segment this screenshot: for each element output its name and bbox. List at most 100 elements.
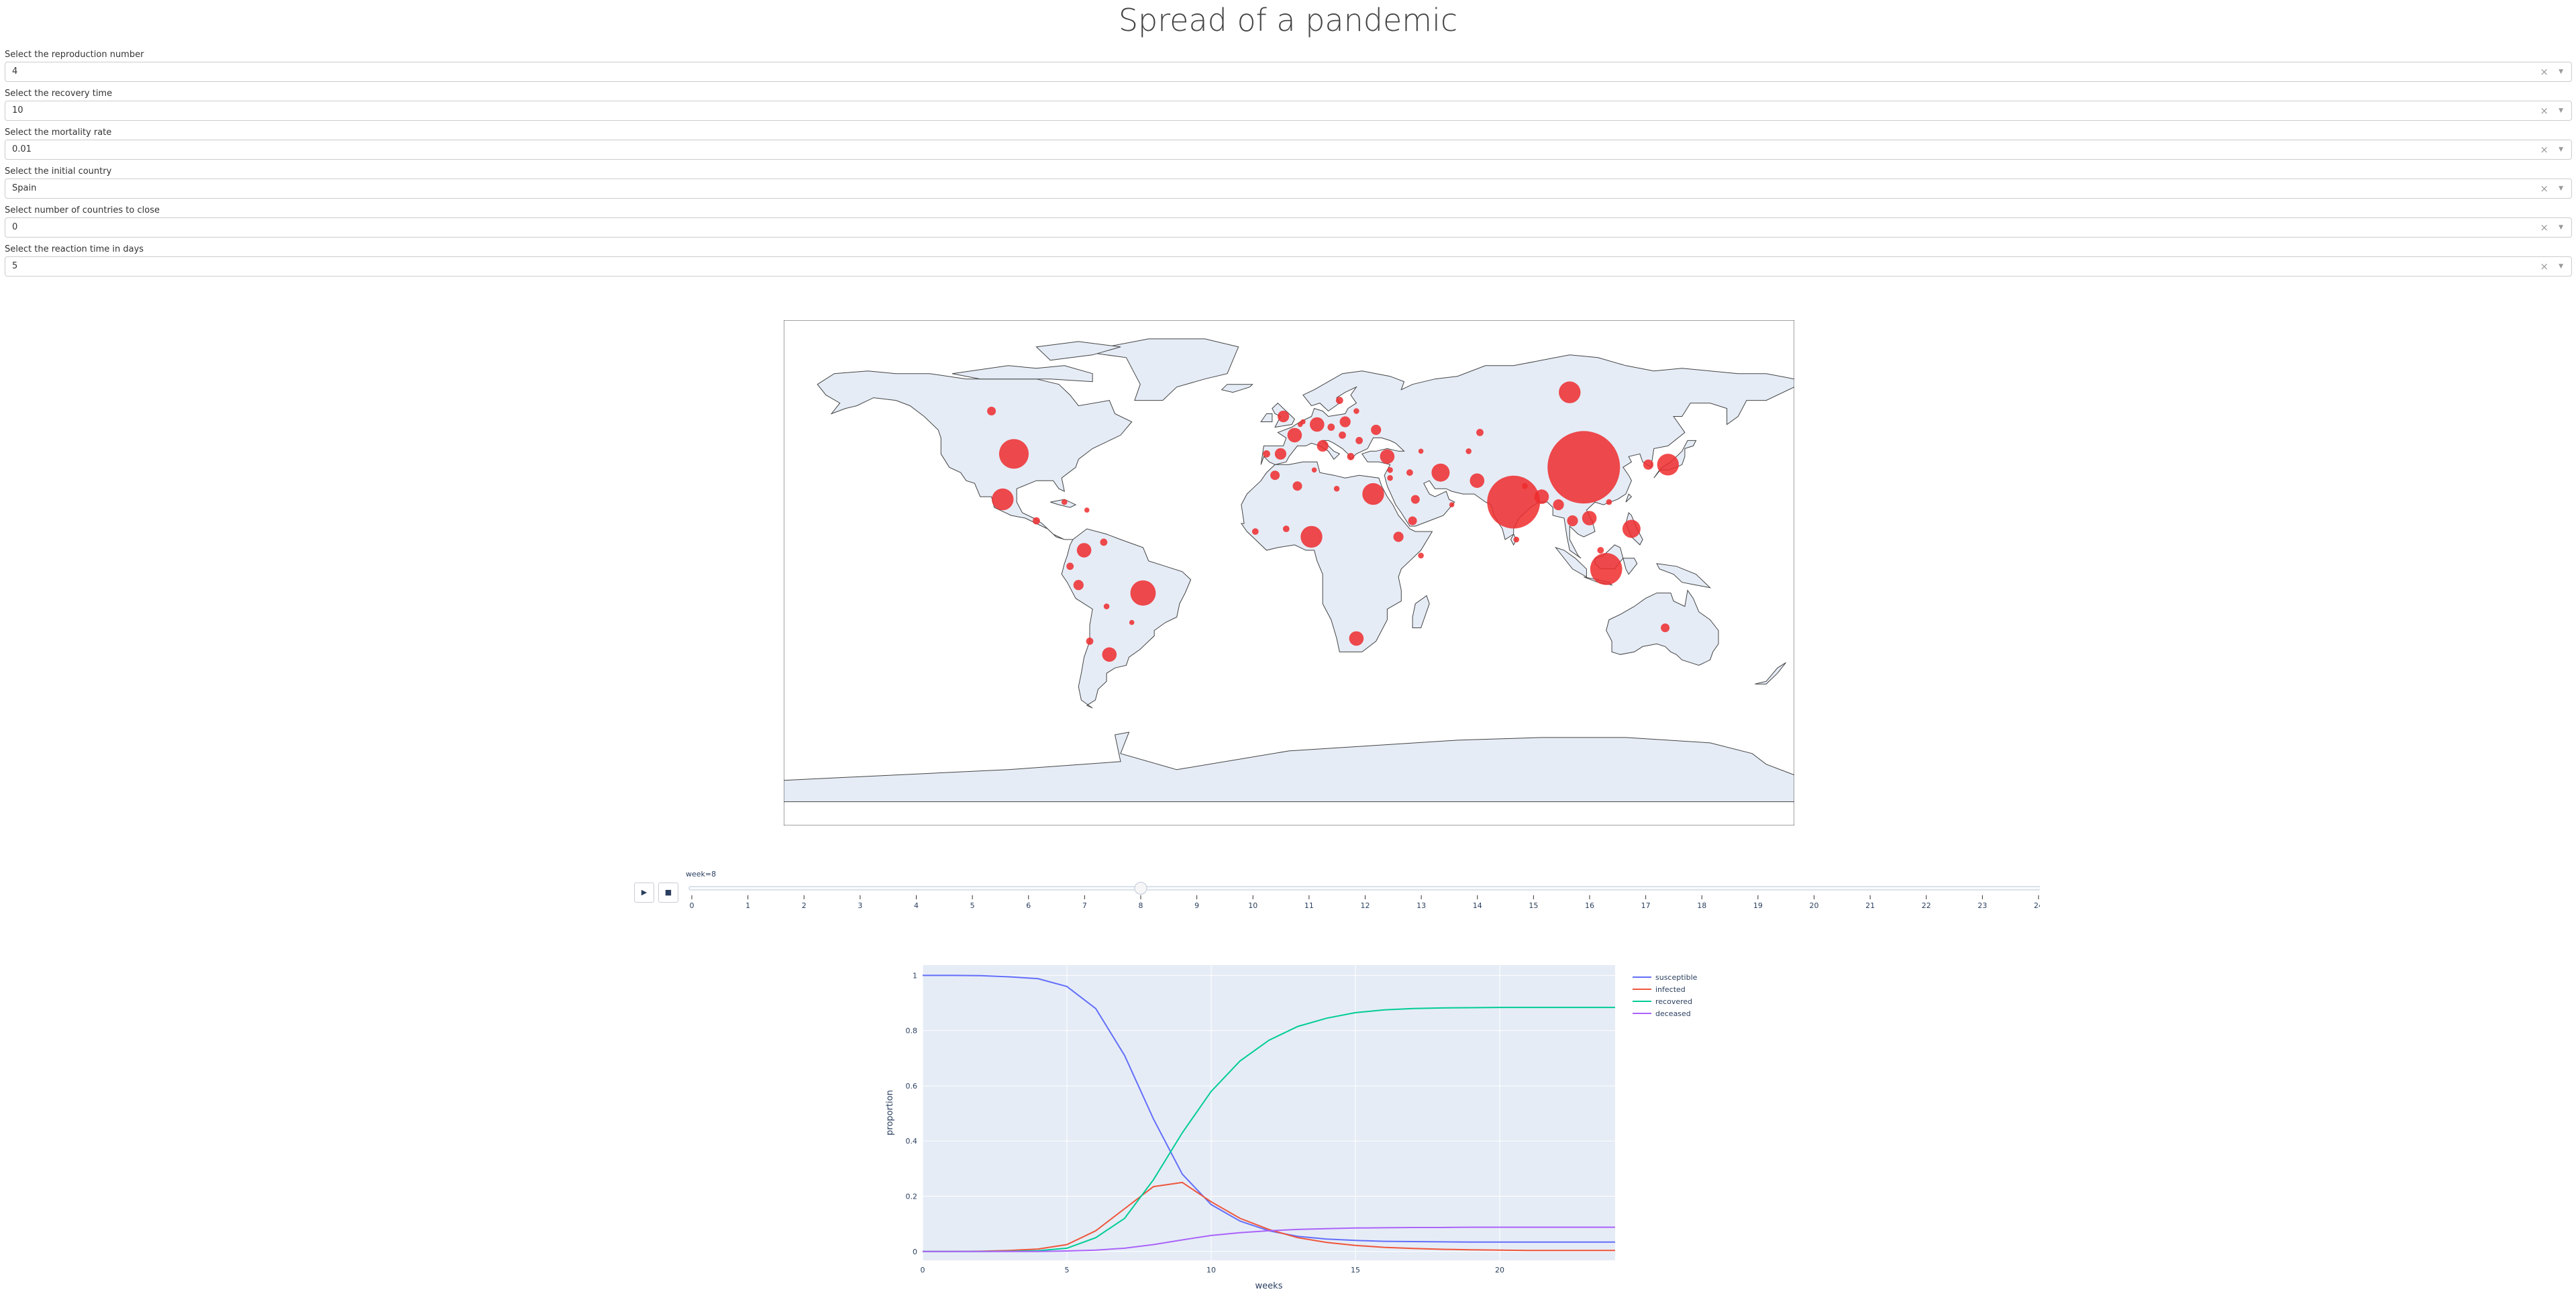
country-bubble[interactable]: [1476, 429, 1484, 436]
country-bubble[interactable]: [1522, 483, 1528, 489]
dropdown-select[interactable]: 10 × ▼: [5, 101, 2572, 121]
country-bubble[interactable]: [1100, 538, 1108, 546]
slider-handle[interactable]: [1134, 882, 1147, 895]
country-bubble[interactable]: [1327, 423, 1335, 431]
country-bubble[interactable]: [1310, 417, 1325, 432]
country-bubble[interactable]: [1380, 449, 1395, 464]
country-bubble[interactable]: [1371, 424, 1382, 436]
clear-icon[interactable]: ×: [2540, 66, 2548, 78]
country-bubble[interactable]: [1062, 499, 1068, 505]
country-bubble[interactable]: [1353, 408, 1359, 414]
country-bubble[interactable]: [1311, 467, 1317, 473]
country-bubble[interactable]: [1349, 631, 1364, 646]
country-bubble[interactable]: [1300, 525, 1323, 548]
clear-icon[interactable]: ×: [2540, 260, 2548, 272]
country-bubble[interactable]: [1355, 437, 1363, 444]
chevron-down-icon[interactable]: ▼: [2559, 107, 2563, 114]
country-bubble[interactable]: [1300, 419, 1306, 425]
country-bubble[interactable]: [1339, 432, 1346, 439]
country-bubble[interactable]: [1335, 397, 1343, 404]
map-svg[interactable]: [783, 319, 1795, 826]
country-bubble[interactable]: [1362, 483, 1384, 505]
country-bubble[interactable]: [1582, 511, 1597, 525]
country-bubble[interactable]: [1033, 517, 1040, 525]
country-bubble[interactable]: [1274, 448, 1286, 460]
country-bubble[interactable]: [1339, 416, 1351, 428]
country-bubble[interactable]: [992, 488, 1014, 511]
clear-icon[interactable]: ×: [2540, 183, 2548, 195]
chevron-down-icon[interactable]: ▼: [2559, 68, 2563, 75]
country-bubble[interactable]: [1347, 452, 1355, 460]
country-bubble[interactable]: [1553, 499, 1564, 511]
country-bubble[interactable]: [1130, 580, 1156, 606]
country-bubble[interactable]: [1263, 450, 1270, 458]
country-bubble[interactable]: [1465, 448, 1472, 454]
country-bubble[interactable]: [987, 407, 996, 415]
country-bubble[interactable]: [1073, 580, 1084, 591]
country-bubble[interactable]: [1406, 469, 1413, 476]
dropdown-select[interactable]: Spain × ▼: [5, 179, 2572, 199]
country-bubble[interactable]: [1292, 481, 1302, 491]
country-bubble[interactable]: [1387, 474, 1393, 481]
clear-icon[interactable]: ×: [2540, 221, 2548, 234]
legend-item-susceptible[interactable]: susceptible: [1655, 973, 1698, 982]
country-bubble[interactable]: [1251, 528, 1259, 535]
country-bubble[interactable]: [1387, 467, 1393, 473]
country-bubble[interactable]: [1076, 543, 1092, 558]
chevron-down-icon[interactable]: ▼: [2559, 146, 2563, 153]
country-bubble[interactable]: [1084, 507, 1090, 513]
play-button[interactable]: ▶: [634, 883, 654, 903]
country-bubble[interactable]: [1590, 553, 1622, 585]
country-bubble[interactable]: [1333, 485, 1340, 492]
legend-item-recovered[interactable]: recovered: [1655, 997, 1692, 1006]
country-bubble[interactable]: [1661, 623, 1670, 632]
country-bubble[interactable]: [1086, 638, 1094, 645]
country-bubble[interactable]: [1431, 463, 1450, 482]
country-bubble[interactable]: [1418, 448, 1424, 454]
clear-icon[interactable]: ×: [2540, 105, 2548, 117]
country-shape: [1061, 528, 1192, 709]
clear-icon[interactable]: ×: [2540, 144, 2548, 156]
dropdown-label: Select the reproduction number: [5, 50, 144, 60]
chevron-down-icon[interactable]: ▼: [2559, 263, 2563, 270]
country-bubble[interactable]: [1643, 459, 1654, 470]
country-bubble[interactable]: [1129, 619, 1135, 625]
chevron-down-icon[interactable]: ▼: [2559, 224, 2563, 231]
country-bubble[interactable]: [1103, 603, 1110, 609]
world-map[interactable]: [783, 319, 1795, 826]
country-bubble[interactable]: [1606, 499, 1612, 505]
country-bubble[interactable]: [1449, 502, 1455, 507]
country-bubble[interactable]: [1393, 532, 1404, 542]
legend-item-infected[interactable]: infected: [1655, 985, 1686, 994]
country-bubble[interactable]: [1547, 431, 1620, 504]
country-bubble[interactable]: [1513, 536, 1520, 543]
dropdown-select[interactable]: 0 × ▼: [5, 217, 2572, 238]
country-bubble[interactable]: [1408, 516, 1417, 525]
country-shape: [951, 365, 1093, 383]
country-bubble[interactable]: [1567, 515, 1578, 527]
country-bubble[interactable]: [1622, 519, 1641, 538]
country-bubble[interactable]: [1287, 428, 1302, 443]
country-bubble[interactable]: [1102, 647, 1117, 662]
country-bubble[interactable]: [1410, 495, 1420, 504]
slider-track-svg[interactable]: 0123456789101112131415161718192021222324: [631, 866, 2040, 919]
stop-button[interactable]: ■: [658, 883, 678, 903]
country-bubble[interactable]: [1470, 473, 1485, 488]
country-bubble[interactable]: [1278, 410, 1290, 423]
country-bubble[interactable]: [1270, 470, 1280, 481]
country-bubble[interactable]: [1066, 562, 1074, 570]
country-bubble[interactable]: [1487, 475, 1541, 529]
dropdown-select[interactable]: 0.01 × ▼: [5, 140, 2572, 160]
country-bubble[interactable]: [998, 439, 1029, 469]
dropdown-select[interactable]: 4 × ▼: [5, 62, 2572, 82]
country-bubble[interactable]: [1317, 440, 1329, 452]
chevron-down-icon[interactable]: ▼: [2559, 185, 2563, 192]
dropdown-select[interactable]: 5 × ▼: [5, 256, 2572, 277]
country-bubble[interactable]: [1597, 547, 1604, 554]
country-bubble[interactable]: [1559, 381, 1581, 403]
country-bubble[interactable]: [1657, 454, 1679, 476]
country-bubble[interactable]: [1534, 489, 1549, 504]
country-bubble[interactable]: [1418, 552, 1424, 559]
legend-item-deceased[interactable]: deceased: [1655, 1009, 1691, 1018]
country-bubble[interactable]: [1282, 525, 1290, 532]
